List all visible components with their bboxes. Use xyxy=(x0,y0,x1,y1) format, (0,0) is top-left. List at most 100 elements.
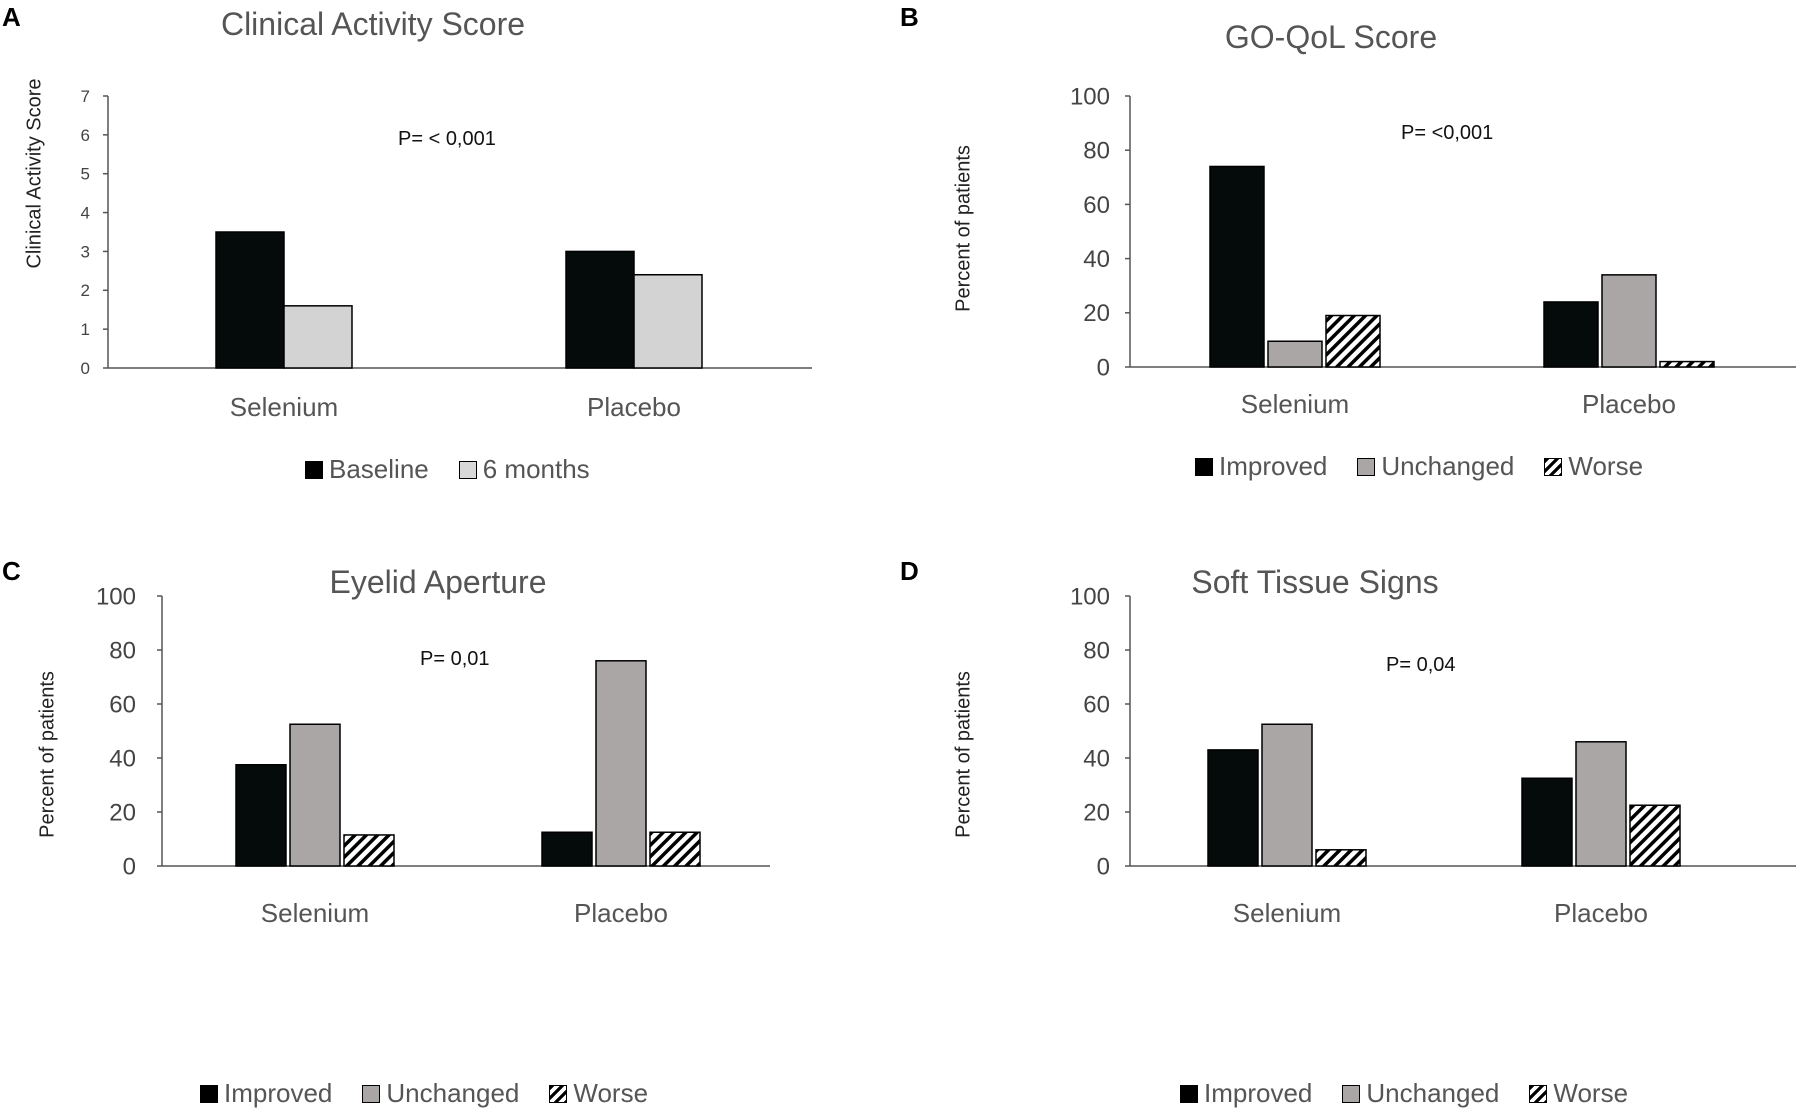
bar-baseline xyxy=(215,231,285,369)
p-value: P= 0,04 xyxy=(1386,654,1456,676)
legend-swatch xyxy=(458,460,477,479)
legend-swatch xyxy=(1529,1084,1548,1103)
legend-swatch xyxy=(1195,457,1213,476)
legend-swatch xyxy=(1180,1084,1198,1103)
legend-item-6-months: 6 months xyxy=(458,454,590,485)
bar-improved xyxy=(1207,749,1259,867)
bar-6-months xyxy=(283,305,353,369)
bar-unchanged xyxy=(1601,274,1657,368)
legend-label: Worse xyxy=(1568,451,1644,481)
legend-swatch xyxy=(549,1084,568,1103)
y-tick-label: 0 xyxy=(1097,853,1110,880)
chart-svg: 0 20 40 60 80 100 Selenium Placebo xyxy=(1070,83,1796,419)
y-tick-label: 60 xyxy=(1083,192,1110,219)
y-tick-label: 40 xyxy=(1083,246,1110,273)
chart-svg: 0 20 40 60 80 100 Selenium Placebo xyxy=(96,583,770,928)
bar-worse xyxy=(649,831,701,867)
legend-label: Unchanged xyxy=(386,1078,520,1108)
legend-label: Improved xyxy=(1219,451,1328,481)
y-tick-label: 80 xyxy=(1083,637,1110,664)
legend-item-worse: Worse xyxy=(1529,1078,1628,1109)
chart-svg: 0 1 2 3 4 5 6 7 Selenium Placebo xyxy=(81,87,812,422)
bar-unchanged xyxy=(1261,723,1313,867)
y-tick-label: 6 xyxy=(81,126,90,145)
y-tick-label: 40 xyxy=(109,745,136,772)
bar-worse xyxy=(1659,360,1715,368)
y-tick-label: 60 xyxy=(1083,691,1110,718)
x-category-label: Selenium xyxy=(230,392,338,422)
y-tick-label: 20 xyxy=(1083,300,1110,327)
legend-swatch xyxy=(1357,457,1376,476)
y-tick-label: 100 xyxy=(96,583,136,610)
y-tick-label: 100 xyxy=(1070,583,1110,610)
panel-letter: D xyxy=(900,556,919,586)
legend: Improved Unchanged Worse xyxy=(1180,1078,1628,1109)
x-category-label: Placebo xyxy=(587,392,681,422)
y-tick-label: 4 xyxy=(81,204,90,223)
bar-improved xyxy=(1209,165,1265,368)
legend-item-unchanged: Unchanged xyxy=(362,1078,519,1109)
legend-label: Worse xyxy=(573,1078,649,1108)
y-tick-label: 0 xyxy=(1097,354,1110,381)
legend-item-unchanged: Unchanged xyxy=(1342,1078,1499,1109)
legend-item-unchanged: Unchanged xyxy=(1357,451,1514,482)
y-tick-label: 100 xyxy=(1070,83,1110,110)
legend-item-improved: Improved xyxy=(1180,1078,1312,1109)
y-tick-label: 20 xyxy=(109,799,136,826)
bar-worse xyxy=(1325,314,1381,368)
y-tick-label: 60 xyxy=(109,691,136,718)
panel-letter: C xyxy=(2,556,21,586)
bar-baseline xyxy=(565,250,635,369)
x-category-label: Selenium xyxy=(1233,898,1341,928)
legend-label: Unchanged xyxy=(1381,451,1515,481)
legend-label: Improved xyxy=(1204,1078,1313,1108)
bar-worse xyxy=(1315,849,1367,867)
y-tick-label: 80 xyxy=(1083,138,1110,165)
chart-panel-d: D Soft Tissue Signs Percent of patients … xyxy=(898,554,1796,1108)
y-tick-label: 7 xyxy=(81,87,90,106)
y-tick-label: 80 xyxy=(109,637,136,664)
legend-item-improved: Improved xyxy=(200,1078,332,1109)
y-tick-label: 40 xyxy=(1083,745,1110,772)
bar-unchanged xyxy=(1575,741,1627,867)
y-tick-label: 5 xyxy=(81,165,90,184)
chart-svg: 0 20 40 60 80 100 Selenium Placebo xyxy=(1070,583,1796,928)
y-tick-label: 0 xyxy=(81,359,90,378)
legend-swatch xyxy=(305,460,323,479)
x-category-label: Selenium xyxy=(1241,389,1349,419)
y-tick-label: 1 xyxy=(81,320,90,339)
bar-worse xyxy=(1629,804,1681,867)
p-value: P= <0,001 xyxy=(1401,122,1494,144)
chart-panel-a: A Clinical Activity Score Clinical Activ… xyxy=(0,0,898,554)
chart-title: Clinical Activity Score xyxy=(220,6,526,42)
legend-swatch xyxy=(1544,457,1563,476)
legend-swatch xyxy=(200,1084,218,1103)
panel-letter: A xyxy=(2,2,21,32)
legend: Improved Unchanged Worse xyxy=(200,1078,648,1109)
legend-item-improved: Improved xyxy=(1195,451,1327,482)
bar-unchanged xyxy=(289,723,341,867)
x-category-label: Placebo xyxy=(1582,389,1676,419)
x-category-label: Selenium xyxy=(261,898,369,928)
bar-improved xyxy=(541,831,593,867)
legend-label: Worse xyxy=(1553,1078,1629,1108)
x-category-label: Placebo xyxy=(574,898,668,928)
chart-panel-b: B GO-QoL Score Percent of patients P= <0… xyxy=(898,0,1796,554)
legend-label: Unchanged xyxy=(1366,1078,1500,1108)
legend-label: Baseline xyxy=(329,454,429,484)
y-tick-label: 2 xyxy=(81,281,90,300)
x-category-label: Placebo xyxy=(1554,898,1648,928)
legend-label: 6 months xyxy=(482,454,590,484)
bar-unchanged xyxy=(1267,340,1323,368)
y-tick-label: 3 xyxy=(81,242,90,261)
legend: Baseline 6 months xyxy=(305,454,590,485)
bar-worse xyxy=(343,834,395,867)
bar-improved xyxy=(1521,777,1573,867)
p-value: P= < 0,001 xyxy=(398,128,496,150)
legend-swatch xyxy=(1342,1084,1361,1103)
y-tick-label: 20 xyxy=(1083,799,1110,826)
bar-improved xyxy=(235,764,287,867)
legend-swatch xyxy=(362,1084,381,1103)
chart-panel-c: C Eyelid Aperture Percent of patients P=… xyxy=(0,554,898,1108)
legend-label: Improved xyxy=(224,1078,333,1108)
